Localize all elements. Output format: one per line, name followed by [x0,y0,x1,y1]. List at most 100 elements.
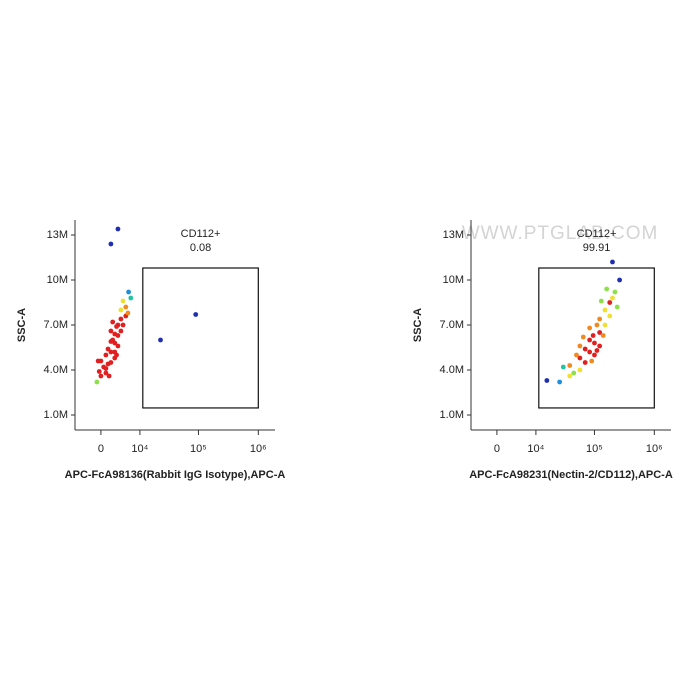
event-dot [602,307,608,313]
y-tick-label: 4.0M [440,364,464,376]
event-dot [95,358,101,364]
event-dot [105,346,111,352]
event-dot [597,316,603,322]
event-dot [582,346,588,352]
event-dot [96,369,102,374]
event-dot [598,298,604,304]
event-dot [101,364,107,370]
event-dot [607,313,613,319]
event-dot [114,352,119,358]
gate [142,267,259,409]
event-dot [126,289,131,295]
event-dot [115,226,121,232]
event-dot [567,373,573,379]
y-tick-label: 4.0M [44,364,68,376]
x-tick-label: 10⁴ [131,443,148,455]
watermark: WWW.PTGLAB.COM [462,223,659,244]
y-axis-title: SSC-A [16,308,28,342]
event-dot [114,324,119,329]
gate-name: CD112+ [577,228,617,240]
y-tick-label: 1.0M [44,409,68,421]
x-tick-label: 0 [494,443,500,455]
event-dot [587,325,593,331]
event-dot [158,337,163,343]
gate-name: CD112+ [181,228,221,240]
x-axis-title: APC-FcA98136(Rabbit IgG Isotype),APC-A [65,469,286,481]
y-tick-label: 13M [443,229,464,241]
event-dot [597,330,603,335]
y-tick-label: 7.0M [44,319,68,331]
gate-percent: 0.08 [190,242,211,254]
event-dot [110,319,116,325]
event-dot [610,259,615,265]
x-tick-label: 0 [98,443,104,455]
event-dot [600,333,606,338]
x-tick-label: 10⁵ [586,443,603,455]
x-tick-label: 10⁶ [250,443,267,455]
event-dot [592,352,597,358]
event-dot [118,328,124,334]
event-dot [544,378,550,383]
event-dot [587,337,593,343]
event-dot [120,322,126,328]
event-dot [602,322,608,328]
y-tick-label: 10M [47,274,68,286]
event-dot [108,241,114,247]
event-dot [193,312,199,317]
event-dot [557,379,563,385]
event-dot [592,340,597,346]
event-dot [98,373,104,379]
event-dot [105,361,111,367]
event-dot [110,337,116,343]
x-axis-title: APC-FcA98231(Nectin-2/CD112),APC-A [469,469,673,481]
y-tick-label: 13M [47,229,68,241]
y-tick-label: 7.0M [440,319,464,331]
gate-percent: 99.91 [583,242,611,254]
gate [538,267,655,409]
x-tick-label: 10⁴ [527,443,544,455]
event-dot [589,358,595,364]
event-dot [617,277,622,283]
event-dot [120,298,126,304]
event-dot [125,310,131,316]
event-dot [103,352,109,358]
x-tick-label: 10⁵ [190,443,207,455]
y-tick-label: 10M [443,274,464,286]
event-dot [108,328,114,334]
event-dot [106,373,112,379]
event-dot [118,307,124,313]
event-dot [560,364,566,370]
event-dot [594,322,600,328]
y-tick-label: 1.0M [440,409,464,421]
event-dot [577,343,583,349]
event-dot [94,379,100,385]
event-dot [612,289,618,295]
event-dot [607,300,613,305]
event-dot [594,348,600,353]
event-dot [571,370,577,376]
event-dot [103,370,109,376]
event-dot [577,355,583,361]
event-dot [597,343,603,349]
event-dot [610,295,615,301]
event-dot [115,343,121,349]
event-dot [604,286,610,292]
y-axis-title: SSC-A [412,308,424,342]
event-dot [128,295,134,301]
event-dot [582,360,588,365]
event-dot [123,304,129,310]
event-dot [587,349,593,355]
event-dot [580,334,586,340]
event-dot [115,333,121,338]
event-dot [118,316,124,322]
event-dot [567,363,573,368]
event-dot [574,352,579,358]
event-dot [614,304,620,310]
event-dot [590,333,596,338]
plot: 1.0M 4.0M 7.0M 10M 13M 0 10⁴ 10⁵ 10⁶ APC-FcA98136… [16,220,285,481]
x-tick-label: 10⁶ [646,443,663,455]
plot: 1.0M 4.0M 7.0M 10M 13M 0 10⁴ 10⁵ 10⁶ APC-FcA98231… [412,220,673,481]
event-dot [577,367,583,373]
event-dot [108,349,114,355]
